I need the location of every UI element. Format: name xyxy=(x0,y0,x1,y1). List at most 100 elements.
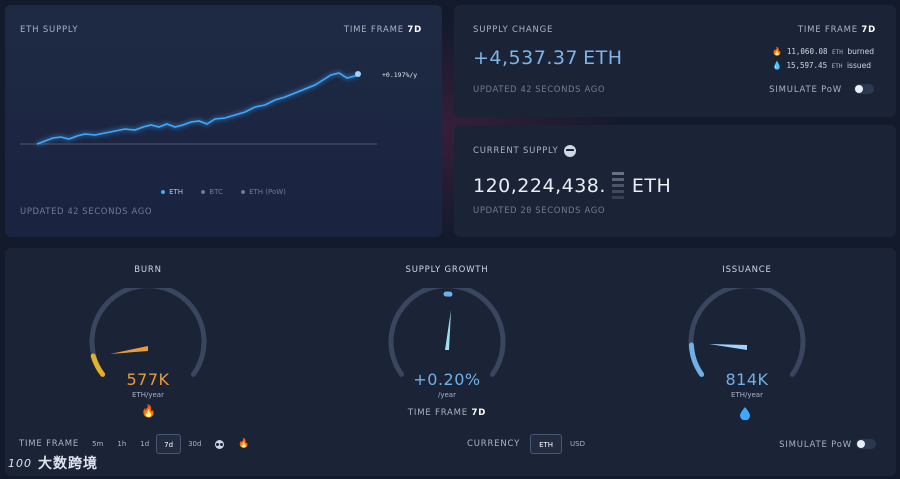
supply-growth-gauge-track xyxy=(388,288,506,377)
chart-updated-prefix: UPDATED xyxy=(20,207,65,217)
supply-change-time-frame-label: TIME FRAME xyxy=(797,25,858,35)
flame-outline-icon: 🔥 xyxy=(238,439,250,449)
burn-gauge-title: BURN xyxy=(134,265,162,275)
time-frame-since-burn-button[interactable]: 🔥 xyxy=(231,434,256,454)
burned-unit: ETH xyxy=(832,49,843,56)
time-frame-merge-button[interactable] xyxy=(208,434,231,454)
watermark-logo: 100 xyxy=(8,456,32,470)
legend-eth-pow-dot xyxy=(241,190,246,194)
supply-change-updated-prefix: UPDATED xyxy=(473,85,518,95)
legend-btc[interactable]: BTC xyxy=(201,188,223,196)
watermark-text: 大数跨境 xyxy=(38,456,98,472)
supply-growth-gauge-title: SUPPLY GROWTH xyxy=(405,265,489,275)
legend-btc-dot xyxy=(201,190,206,194)
burn-gauge-unit: ETH/year xyxy=(132,391,164,399)
issued-unit: ETH xyxy=(831,63,843,70)
issuance-gauge-unit: ETH/year xyxy=(731,391,763,399)
legend-eth-label: ETH xyxy=(169,188,184,196)
issuance-gauge-track xyxy=(688,288,806,377)
chart-time-frame-label: TIME FRAME xyxy=(343,25,404,35)
supply-change-card: SUPPLY CHANGE TIME FRAME 7d +4,537.37 ET… xyxy=(454,5,896,117)
current-supply-updated: UPDATED 20 SECONDS AGO xyxy=(473,206,605,216)
issued-amount: 15,597.45 xyxy=(786,61,828,70)
chart-legend: ETH BTC ETH (PoW) xyxy=(5,188,442,196)
bottom-simulate-label: SIMULATE PoW xyxy=(779,440,852,450)
issuance-droplet-icon xyxy=(740,405,750,424)
supply-change-simulate-label: SIMULATE PoW xyxy=(769,85,842,95)
issuance-gauge-needle xyxy=(709,344,747,350)
legend-eth[interactable]: ETH xyxy=(161,188,183,196)
supply-growth-gauge-value: +0.20% xyxy=(413,370,481,389)
issuance-gauge xyxy=(688,288,806,377)
current-supply-value-row: 120,224,438. ETH xyxy=(473,172,671,200)
time-frame-1h-button[interactable]: 1h xyxy=(117,440,127,448)
burned-amount: 11,060.08 xyxy=(786,47,828,56)
supply-change-time-frame[interactable]: TIME FRAME 7d xyxy=(798,25,876,35)
issuance-gauge-value: 814K xyxy=(725,370,769,389)
time-frame-1d-button[interactable]: 1d xyxy=(140,440,150,448)
legend-eth-pow[interactable]: ETH (PoW) xyxy=(241,188,286,196)
supply-change-value-row: +4,537.37 ETH xyxy=(473,47,623,69)
supply-change-simulate-toggle[interactable] xyxy=(854,84,874,94)
legend-eth-dot xyxy=(161,190,166,194)
current-supply-title: CURRENT SUPPLY xyxy=(473,146,559,156)
time-frame-30d-button[interactable]: 30d xyxy=(188,440,202,448)
burn-gauge-track xyxy=(89,288,207,377)
fire-icon: 🔥 xyxy=(772,47,783,56)
glasses-emoji-icon[interactable] xyxy=(564,145,577,157)
burn-gauge-value: 577K xyxy=(126,370,170,389)
droplet-icon: 💧 xyxy=(771,61,782,70)
bottom-simulate-toggle[interactable] xyxy=(856,439,876,449)
chart-time-frame[interactable]: TIME FRAME 7d xyxy=(344,25,422,35)
supply-growth-time-frame-value: 7d xyxy=(471,408,487,418)
burn-gauge-fill xyxy=(90,353,106,377)
eth-supply-line xyxy=(36,72,359,145)
current-point-marker xyxy=(355,71,361,77)
burn-fire-icon: 🔥 xyxy=(141,404,156,418)
current-supply-decimals-animation xyxy=(610,172,628,200)
supply-change-updated-suffix: SECONDS AGO xyxy=(535,85,606,95)
time-frame-selector-label: TIME FRAME xyxy=(19,439,80,449)
legend-eth-pow-label: ETH (PoW) xyxy=(249,188,286,196)
burn-gauge-needle xyxy=(110,346,148,354)
eth-supply-line-chart: +0.197%/y xyxy=(20,71,417,145)
current-supply-card: CURRENT SUPPLY 120,224,438. ETH UPDATED … xyxy=(454,125,896,237)
supply-growth-time-frame: TIME FRAME 7d xyxy=(367,408,527,418)
issuance-gauge-title: ISSUANCE xyxy=(722,265,772,275)
current-supply-updated-value: 20 xyxy=(520,206,532,216)
time-frame-7d-button[interactable]: 7d xyxy=(156,434,182,454)
gauges-card: BURN 577K ETH/year 🔥 SUPPLY GROWTH +0.20… xyxy=(5,248,896,476)
supply-change-value: +4,537.37 xyxy=(473,47,579,69)
current-supply-unit: ETH xyxy=(631,175,672,197)
current-marker-label: +0.197%/y xyxy=(382,71,417,79)
current-supply-updated-suffix: SECONDS AGO xyxy=(535,206,606,216)
supply-change-updated: UPDATED 42 SECONDS AGO xyxy=(473,85,605,95)
current-supply-header: CURRENT SUPPLY xyxy=(473,145,577,157)
burned-row: 🔥 11,060.08 ETH burned xyxy=(772,47,874,56)
current-supply-updated-prefix: UPDATED xyxy=(473,206,518,216)
eth-supply-title: ETH SUPPLY xyxy=(20,25,79,35)
supply-growth-gauge-unit: /year xyxy=(438,391,456,399)
chart-updated-value: 42 xyxy=(67,207,79,217)
eth-supply-card: ETH SUPPLY TIME FRAME 7d +0.197%/y ETH B… xyxy=(5,5,442,237)
time-frame-5m-button[interactable]: 5m xyxy=(92,440,104,448)
issued-row: 💧 15,597.45 ETH issued xyxy=(772,61,871,70)
currency-usd-button[interactable]: USD xyxy=(570,440,586,448)
currency-selector: CURRENCY ETH USD xyxy=(467,434,593,454)
supply-growth-gauge xyxy=(388,288,506,377)
supply-change-unit: ETH xyxy=(583,47,623,69)
current-supply-value: 120,224,438. xyxy=(473,175,606,197)
currency-eth-button[interactable]: ETH xyxy=(530,434,563,454)
currency-selector-label: CURRENCY xyxy=(467,439,521,449)
issued-label: issued xyxy=(846,61,871,70)
supply-growth-time-frame-label: TIME FRAME xyxy=(407,408,468,418)
panda-icon xyxy=(215,439,225,449)
supply-change-updated-value: 42 xyxy=(520,85,532,95)
supply-change-time-frame-value: 7d xyxy=(861,25,876,35)
supply-change-title: SUPPLY CHANGE xyxy=(473,25,554,35)
chart-updated-suffix: SECONDS AGO xyxy=(82,207,153,217)
supply-growth-gauge-needle xyxy=(445,310,451,350)
watermark: 100 大数跨境 xyxy=(8,453,98,473)
issuance-gauge-fill xyxy=(688,342,705,377)
chart-time-frame-value: 7d xyxy=(407,25,422,35)
